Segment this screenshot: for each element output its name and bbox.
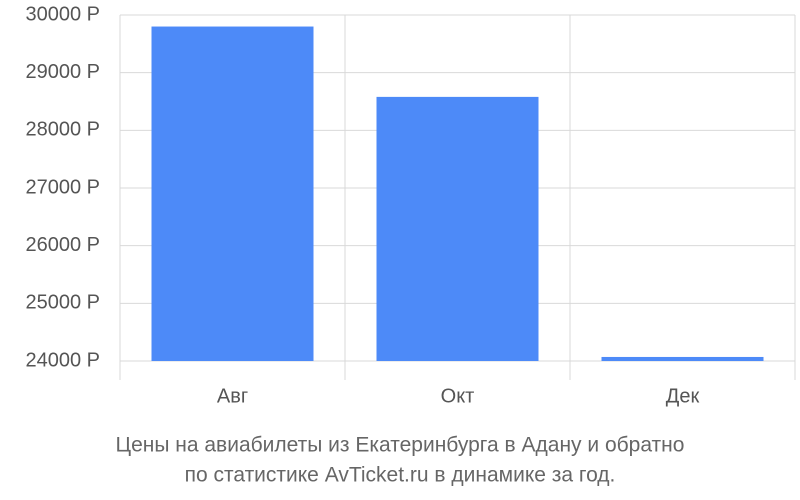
y-tick-label: 25000 Р [25,292,100,314]
bar [376,96,539,362]
x-tick-label: Дек [666,385,700,407]
bar [151,26,314,362]
x-tick-label: Авг [217,385,248,407]
y-tick-label: 29000 Р [25,61,100,83]
chart-title-line-1: Цены на авиабилеты из Екатеринбурга в Ад… [116,434,685,457]
y-tick-label: 30000 Р [25,3,100,25]
y-tick-label: 27000 Р [25,176,100,198]
y-tick-label: 28000 Р [25,119,100,141]
y-tick-label: 24000 Р [25,349,100,371]
bar [601,356,764,361]
y-tick-label: 26000 Р [25,234,100,256]
chart-title-line-2: по статистике AvTicket.ru в динамике за … [185,464,616,487]
x-tick-label: Окт [441,385,475,407]
